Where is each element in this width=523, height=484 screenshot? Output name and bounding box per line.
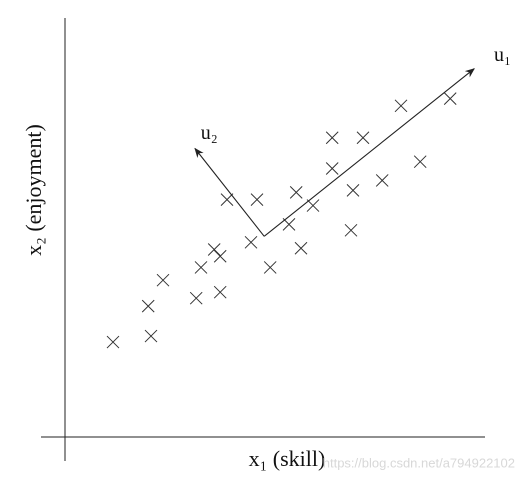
vector-arrow	[263, 68, 475, 237]
point	[263, 261, 277, 274]
point	[375, 174, 389, 187]
point	[325, 162, 339, 175]
point	[394, 99, 408, 113]
point	[244, 235, 258, 249]
point	[344, 223, 358, 237]
vector-label: u₂	[201, 122, 218, 144]
point	[356, 131, 370, 145]
point	[250, 193, 264, 206]
point	[413, 155, 427, 169]
point	[189, 291, 203, 305]
y-axis-label: x₂ (enjoyment)	[21, 124, 46, 256]
point	[220, 193, 234, 206]
point	[294, 241, 308, 255]
watermark: https://blog.csdn.net/a794922102	[323, 455, 515, 470]
point	[306, 199, 320, 212]
point	[144, 329, 158, 343]
point	[213, 285, 227, 299]
point	[289, 186, 303, 199]
x-axis-label: x₁ (skill)	[249, 446, 326, 471]
point	[194, 261, 208, 274]
point	[141, 299, 155, 313]
point	[207, 243, 221, 256]
vector-label: u₁	[494, 44, 511, 66]
point	[325, 131, 339, 145]
vector-arrow	[194, 147, 265, 237]
point	[156, 273, 170, 287]
point	[443, 92, 457, 105]
point	[106, 335, 120, 349]
point	[346, 184, 360, 197]
point	[213, 249, 227, 263]
